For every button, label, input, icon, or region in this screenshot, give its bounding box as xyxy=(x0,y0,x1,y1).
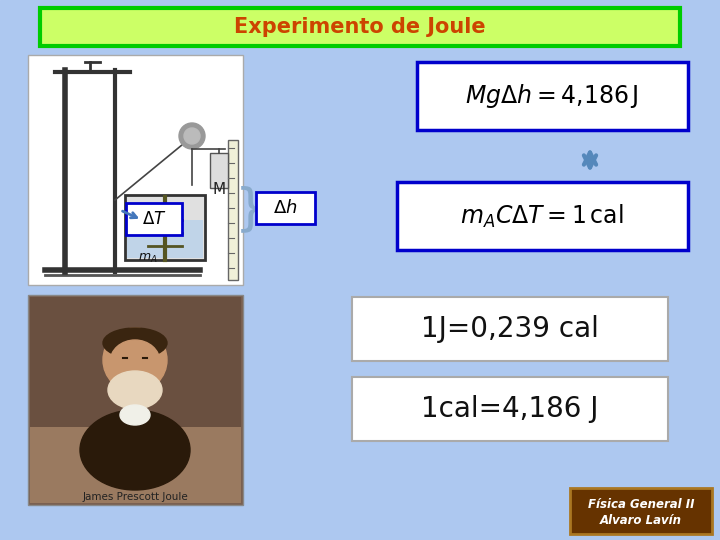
Text: Alvaro Lavín: Alvaro Lavín xyxy=(600,515,682,528)
Text: 1J=0,239 cal: 1J=0,239 cal xyxy=(421,315,599,343)
FancyBboxPatch shape xyxy=(352,377,668,441)
Bar xyxy=(28,55,243,285)
Text: $m_A C\Delta T = 1\,\mathrm{cal}$: $m_A C\Delta T = 1\,\mathrm{cal}$ xyxy=(460,202,624,230)
Ellipse shape xyxy=(80,410,190,490)
Bar xyxy=(125,195,205,260)
Bar xyxy=(28,295,243,505)
Text: $m_A$: $m_A$ xyxy=(138,252,158,265)
Bar xyxy=(30,297,241,503)
Text: $Mg\Delta h = 4{,}186\,\mathrm{J}$: $Mg\Delta h = 4{,}186\,\mathrm{J}$ xyxy=(465,82,639,110)
Ellipse shape xyxy=(110,340,160,384)
Ellipse shape xyxy=(103,328,167,358)
Text: M: M xyxy=(212,183,225,198)
Text: 1cal=4,186 J: 1cal=4,186 J xyxy=(421,395,599,423)
Ellipse shape xyxy=(108,371,162,409)
Bar xyxy=(30,297,241,427)
FancyBboxPatch shape xyxy=(126,203,182,235)
Text: $\Delta T$: $\Delta T$ xyxy=(142,210,166,228)
Bar xyxy=(228,140,238,280)
Text: $\Delta h$: $\Delta h$ xyxy=(273,199,297,217)
Text: Física General II: Física General II xyxy=(588,498,694,511)
Circle shape xyxy=(103,328,167,392)
FancyBboxPatch shape xyxy=(570,488,712,534)
Text: Experimento de Joule: Experimento de Joule xyxy=(234,17,486,37)
Text: $\}$: $\}$ xyxy=(234,185,262,235)
Ellipse shape xyxy=(120,405,150,425)
Text: James Prescott Joule: James Prescott Joule xyxy=(82,492,188,502)
FancyBboxPatch shape xyxy=(352,297,668,361)
Bar xyxy=(210,153,228,188)
FancyBboxPatch shape xyxy=(256,192,315,224)
FancyBboxPatch shape xyxy=(397,182,688,250)
FancyBboxPatch shape xyxy=(417,62,688,130)
FancyBboxPatch shape xyxy=(40,8,680,46)
Bar xyxy=(127,220,203,258)
Circle shape xyxy=(184,128,200,144)
Circle shape xyxy=(179,123,205,149)
